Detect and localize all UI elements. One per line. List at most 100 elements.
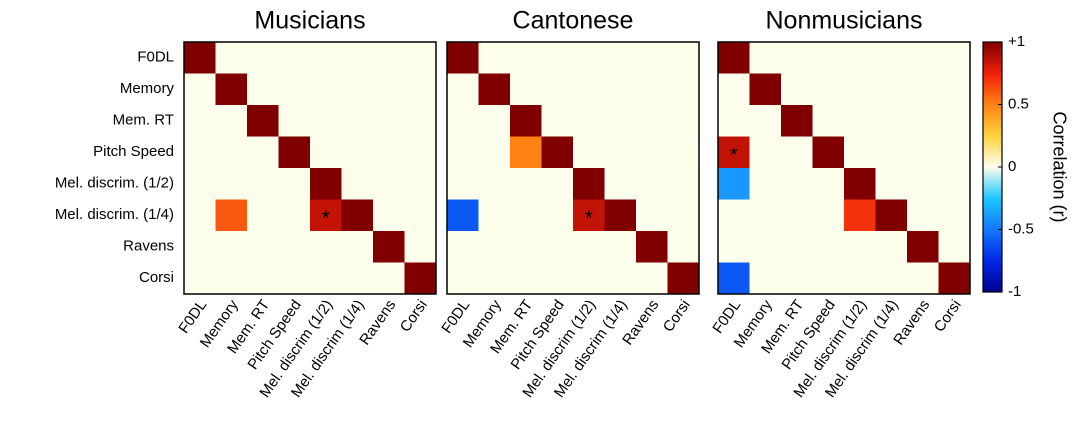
heatmap-cell — [573, 105, 605, 137]
heatmap-cell — [541, 168, 574, 200]
heatmap-cell — [447, 168, 479, 200]
heatmap-cell — [478, 136, 511, 169]
heatmap-cell — [718, 231, 750, 263]
heatmap-cell — [636, 199, 668, 232]
heatmap-cell — [604, 199, 637, 232]
heatmap-cell — [447, 136, 479, 169]
colorbar-tick-label: 0.5 — [1008, 95, 1029, 112]
heatmap-cell — [341, 73, 374, 106]
heatmap-cell — [278, 262, 311, 295]
heatmap-cell — [875, 73, 908, 106]
heatmap-cell — [573, 231, 605, 263]
heatmap-cell — [875, 199, 908, 232]
heatmap-cell — [781, 231, 813, 263]
heatmap-cell — [907, 73, 939, 106]
heatmap-cell — [812, 136, 845, 169]
heatmap-cell — [478, 105, 511, 137]
heatmap-cell — [636, 168, 668, 200]
heatmap-cell — [604, 105, 637, 137]
heatmap-cell — [812, 231, 845, 263]
heatmap-cell — [447, 73, 479, 106]
heatmap-cell — [667, 42, 700, 74]
heatmap-cell — [812, 199, 845, 232]
heatmap-cell — [875, 136, 908, 169]
significance-star: * — [730, 145, 738, 167]
heatmap-cell — [604, 136, 637, 169]
heatmap-cell — [510, 262, 542, 295]
heatmap-cell — [478, 168, 511, 200]
heatmap-cell — [278, 73, 311, 106]
plot-frame — [446, 41, 700, 295]
heatmap-cell — [541, 42, 574, 74]
heatmap-cell — [215, 42, 248, 74]
heatmap-cell — [310, 136, 342, 169]
chart-title: Nonmusicians — [765, 7, 922, 35]
heatmap-cell — [844, 199, 876, 232]
heatmap-cell — [781, 168, 813, 200]
heatmap-cell — [907, 262, 939, 295]
heatmap-cell — [541, 105, 574, 137]
heatmap-cell — [310, 199, 342, 232]
heatmap-cell — [478, 199, 511, 232]
heatmap-cell — [875, 42, 908, 74]
heatmap-cell — [636, 105, 668, 137]
heatmap-cell — [938, 168, 971, 200]
heatmap-cell — [373, 42, 405, 74]
heatmap-cell — [373, 73, 405, 106]
heatmap-cell — [749, 136, 782, 169]
heatmap-cell — [604, 42, 637, 74]
heatmap-cell — [373, 168, 405, 200]
heatmap-cell — [667, 199, 700, 232]
heatmap-cell — [404, 42, 437, 74]
heatmap-cell — [478, 42, 511, 74]
heatmap-cell — [781, 262, 813, 295]
heatmap-cell — [812, 105, 845, 137]
heatmap-cell — [278, 105, 311, 137]
heatmap-cell — [310, 73, 342, 106]
heatmap-cell — [404, 136, 437, 169]
heatmap-cell — [541, 73, 574, 106]
heatmap-cell — [215, 105, 248, 137]
heatmap-cell — [404, 231, 437, 263]
heatmap-cell — [812, 262, 845, 295]
heatmap-cell — [247, 262, 279, 295]
heatmap-cell — [341, 231, 374, 263]
y-tick-label: Memory — [120, 80, 175, 97]
heatmap-cell — [373, 231, 405, 263]
colorbar-tick-label: -0.5 — [1008, 220, 1034, 237]
heatmap-cell — [844, 73, 876, 106]
heatmap-cell — [341, 105, 374, 137]
heatmap-cell — [667, 136, 700, 169]
heatmap-cell — [718, 168, 750, 200]
heatmap-cell — [447, 105, 479, 137]
heatmap-cell — [184, 168, 216, 200]
heatmap-cell — [749, 199, 782, 232]
heatmap-cell — [812, 73, 845, 106]
heatmap-cell — [184, 42, 216, 74]
heatmap-cell — [278, 199, 311, 232]
heatmap-cell — [938, 105, 971, 137]
heatmap-cell — [781, 73, 813, 106]
heatmap-cell — [247, 168, 279, 200]
heatmap-cell — [215, 168, 248, 200]
heatmap-cell — [215, 73, 248, 106]
heatmap-cell — [604, 262, 637, 295]
significance-star: * — [585, 208, 593, 230]
heatmap-cell — [373, 136, 405, 169]
heatmap-cell — [667, 73, 700, 106]
heatmap-cell — [373, 105, 405, 137]
heatmap-cell — [938, 199, 971, 232]
heatmap-cell — [404, 105, 437, 137]
heatmap-cell — [875, 231, 908, 263]
heatmap-cell — [247, 199, 279, 232]
heatmap-cell — [636, 73, 668, 106]
chart-title: Musicians — [254, 7, 365, 35]
heatmap-cell — [573, 136, 605, 169]
heatmap-cell — [447, 231, 479, 263]
heatmap-cell — [718, 262, 750, 295]
colorbar-tick-label: +1 — [1008, 33, 1025, 50]
heatmap-cell — [573, 42, 605, 74]
heatmap-cell — [404, 262, 437, 295]
heatmap-cell — [215, 231, 248, 263]
heatmap-cell — [541, 136, 574, 169]
